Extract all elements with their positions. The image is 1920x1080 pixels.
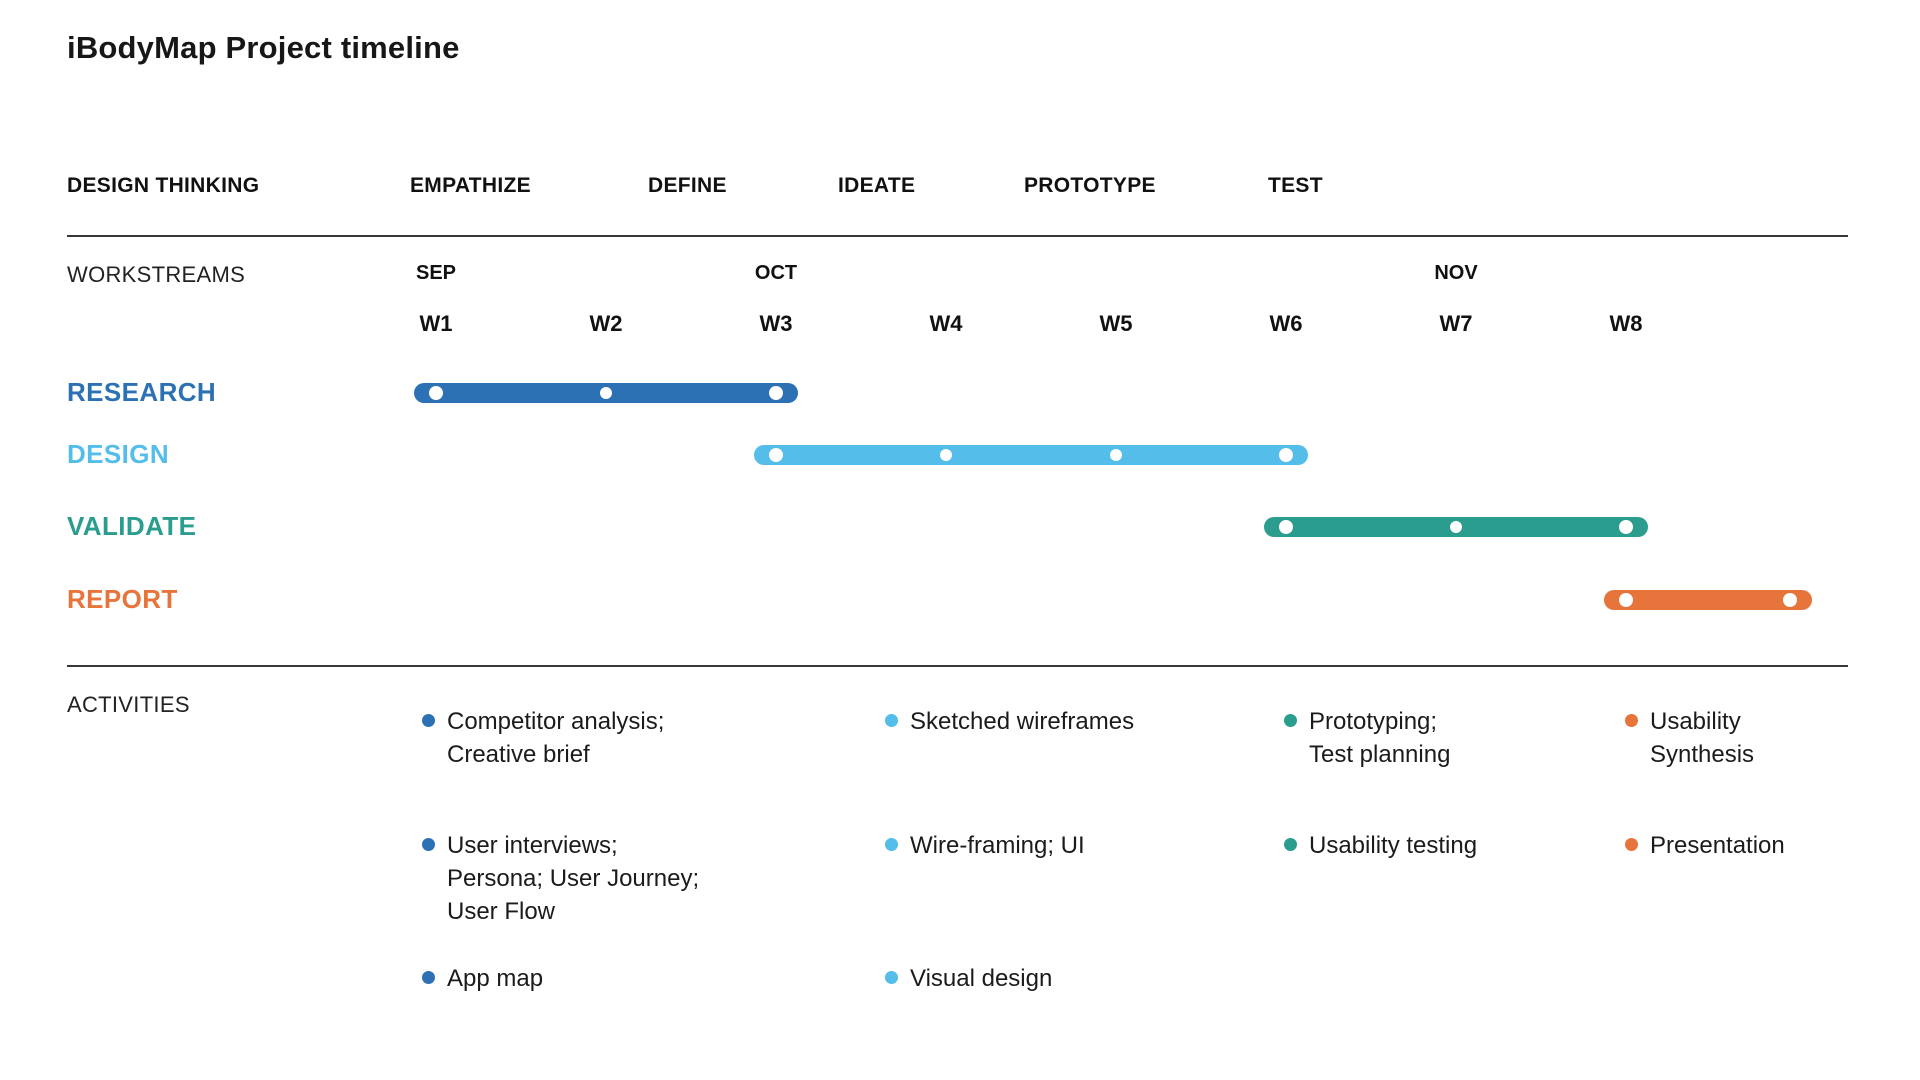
bullet-icon [422,714,435,727]
activity-text: Usability Synthesis [1650,708,1755,768]
milestone-dot [1783,593,1797,607]
top-divider [67,235,1848,237]
milestone-dot [1110,449,1122,461]
month-label-sep: SEP [415,262,457,284]
activity-text: Prototyping; Test planning [1309,708,1451,768]
milestone-dot [769,448,783,462]
milestone-dot [1619,520,1633,534]
month-label-oct: OCT [754,262,798,284]
bullet-icon [885,714,898,727]
gantt-bar-design [754,445,1308,465]
week-label-w1: W1 [419,311,453,336]
milestone-dot [1279,520,1293,534]
bullet-icon [1625,714,1638,727]
design-thinking-label: DESIGN THINKING [67,174,260,197]
milestone-dot [769,386,783,400]
milestone-dot [1450,521,1462,533]
phase-ideate: IDEATE [838,174,916,197]
milestone-dot [429,386,443,400]
activity-text: User interviews; Persona; User Journey; … [447,832,700,925]
milestone-dot [1279,448,1293,462]
activity-text: Wire-framing; UI [910,832,1085,859]
workstream-label-research: RESEARCH [67,377,217,407]
activity-item-report-1: Usability Synthesis [1625,705,1875,771]
activity-item-design-2: Wire-framing; UI [885,829,1235,862]
phase-prototype: PROTOTYPE [1024,174,1156,197]
bullet-icon [885,838,898,851]
milestone-dot [940,449,952,461]
activity-item-research-2: User interviews; Persona; User Journey; … [422,829,802,928]
workstream-label-report: REPORT [67,584,178,614]
activity-text: Visual design [910,965,1053,992]
bullet-icon [1284,838,1297,851]
bullet-icon [1625,838,1638,851]
week-label-w8: W8 [1609,311,1643,336]
milestone-dot [600,387,612,399]
gantt-bar-validate [1264,517,1648,537]
activity-item-design-3: Visual design [885,962,1235,995]
bullet-icon [885,971,898,984]
week-label-w3: W3 [759,311,793,336]
bullet-icon [1284,714,1297,727]
page-title: iBodyMap Project timeline [67,30,460,65]
activity-item-validate-1: Prototyping; Test planning [1284,705,1584,771]
month-label-nov: NOV [1434,262,1478,284]
phase-empathize: EMPATHIZE [410,174,531,197]
activity-text: Sketched wireframes [910,708,1135,735]
phase-test: TEST [1268,174,1323,197]
workstreams-label: WORKSTREAMS [67,262,246,287]
bullet-icon [422,838,435,851]
activity-item-research-3: App map [422,962,772,995]
activity-item-validate-2: Usability testing [1284,829,1584,862]
activities-label: ACTIVITIES [67,692,190,717]
activity-text: Competitor analysis; Creative brief [447,708,665,768]
week-label-w7: W7 [1439,311,1473,336]
week-label-w5: W5 [1099,311,1133,336]
week-label-w4: W4 [929,311,963,336]
bullet-icon [422,971,435,984]
workstream-label-validate: VALIDATE [67,511,197,541]
gantt-bar-research [414,383,798,403]
activity-item-research-1: Competitor analysis; Creative brief [422,705,772,771]
activity-text: Presentation [1650,832,1785,859]
workstream-label-design: DESIGN [67,439,170,469]
activity-text: App map [447,965,544,992]
week-label-w2: W2 [589,311,623,336]
phase-define: DEFINE [648,174,727,197]
week-label-w6: W6 [1269,311,1303,336]
activity-text: Usability testing [1309,832,1478,859]
gantt-bar-report [1604,590,1812,610]
milestone-dot [1619,593,1633,607]
activities-divider [67,665,1848,667]
activity-item-design-1: Sketched wireframes [885,705,1235,738]
activity-item-report-2: Presentation [1625,829,1875,862]
